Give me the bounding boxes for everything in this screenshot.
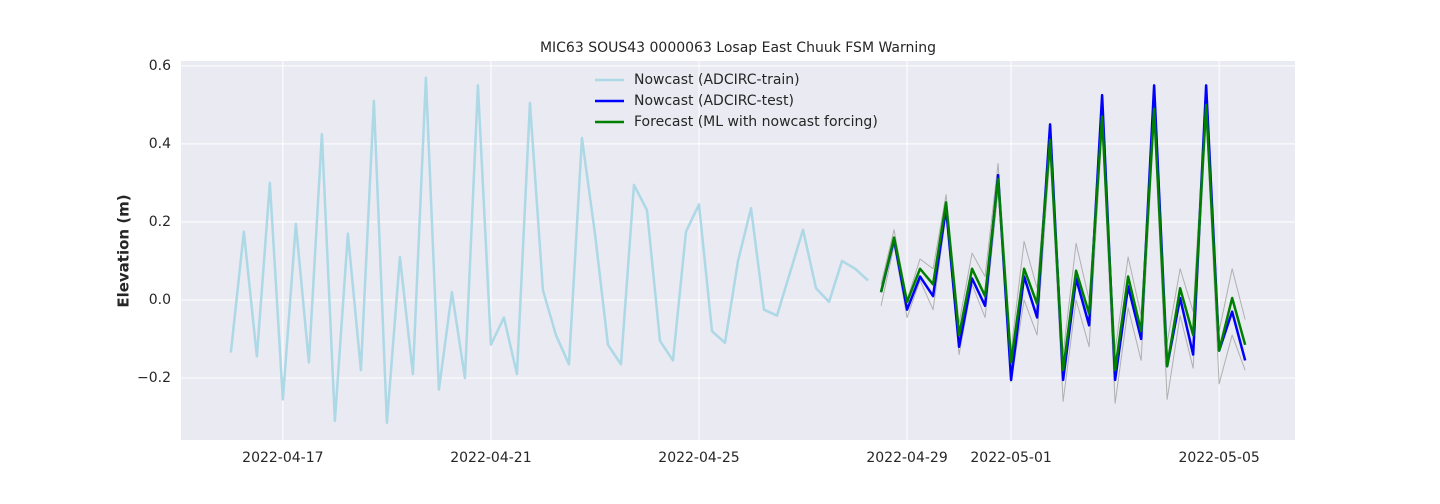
x-tick-label: 2022-05-05 xyxy=(1178,450,1259,466)
y-tick-label: 0.4 xyxy=(149,136,171,152)
legend-label: Nowcast (ADCIRC-test) xyxy=(634,93,794,109)
y-tick-label: −0.2 xyxy=(137,370,171,386)
series-line xyxy=(879,103,1247,372)
x-tick-label: 2022-04-17 xyxy=(242,450,323,466)
y-axis-label: Elevation (m) xyxy=(115,194,133,307)
legend-label: Forecast (ML with nowcast forcing) xyxy=(634,114,878,130)
legend: Nowcast (ADCIRC-train) Nowcast (ADCIRC-te… xyxy=(595,72,878,130)
x-tick-label: 2022-04-29 xyxy=(866,450,947,466)
y-tick-label: 0.2 xyxy=(149,214,171,230)
series-line xyxy=(229,76,869,425)
legend-label: Nowcast (ADCIRC-train) xyxy=(634,72,800,88)
y-tick-label: 0.6 xyxy=(149,58,171,74)
chart-title: MIC63 SOUS43 0000063 Losap East Chuuk FS… xyxy=(540,40,936,56)
x-tick-label: 2022-04-25 xyxy=(658,450,739,466)
x-tick-label: 2022-04-21 xyxy=(450,450,531,466)
x-tick-label: 2022-05-01 xyxy=(970,450,1051,466)
y-tick-label: 0.0 xyxy=(149,292,171,308)
